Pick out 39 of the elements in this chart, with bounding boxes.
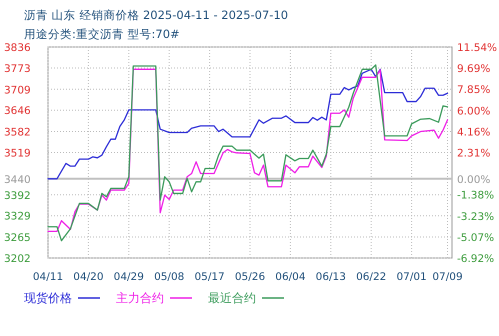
x-tick-label: 05/08	[154, 271, 184, 283]
y2-tick-label: 4.16%	[457, 126, 490, 138]
y2-tick-label: 9.69%	[457, 63, 490, 76]
y2-tick-label: 0.00%	[457, 174, 490, 186]
chart-subtitle: 用途分类:重交沥青 型号:70#	[24, 27, 180, 41]
x-tick-label: 07/01	[396, 271, 427, 283]
y-tick-label: 3773	[4, 62, 31, 75]
y-tick-label: 3709	[4, 84, 31, 96]
x-tick-label: 07/09	[432, 271, 463, 283]
y2-tick-label: -5.07%	[457, 232, 494, 244]
x-tick-label: 06/04	[275, 271, 306, 283]
y-tick-label: 3646	[4, 105, 32, 118]
x-tick-label: 04/29	[114, 271, 144, 283]
y2-tick-label: 6.00%	[457, 105, 490, 118]
x-tick-label: 04/11	[32, 271, 64, 283]
y-tick-label: 3392	[4, 190, 31, 202]
chart-title: 沥青 山东 经销商价格 2025-04-11 - 2025-07-10	[24, 8, 288, 22]
y-tick-label: 3329	[4, 210, 31, 223]
y2-tick-label: -1.38%	[457, 190, 494, 202]
x-tick-label: 06/22	[356, 271, 386, 283]
x-tick-label: 05/26	[234, 271, 266, 283]
line-series	[47, 68, 448, 180]
y-tick-label: 3202	[4, 253, 31, 265]
y-tick-label: 3265	[4, 232, 31, 244]
y-tick-label: 3836	[4, 42, 32, 54]
y2-tick-label: 7.85%	[457, 84, 490, 96]
y-tick-label: 3519	[4, 148, 31, 160]
x-tick-label: 04/20	[73, 271, 104, 283]
legend-label: 最近合约	[208, 291, 256, 305]
y2-tick-label: 2.31%	[457, 148, 490, 160]
y-tick-label: 3582	[4, 126, 31, 139]
legend-label: 现货价格	[24, 291, 72, 305]
x-tick-label: 05/17	[194, 271, 225, 283]
y-tick-label: 3440	[4, 174, 31, 186]
y2-tick-label: -3.23%	[457, 210, 494, 223]
legend-label: 主力合约	[116, 291, 164, 305]
y2-tick-label: 11.54%	[457, 42, 498, 54]
y2-tick-label: -6.92%	[457, 253, 494, 265]
x-tick-label: 06/13	[316, 271, 346, 283]
